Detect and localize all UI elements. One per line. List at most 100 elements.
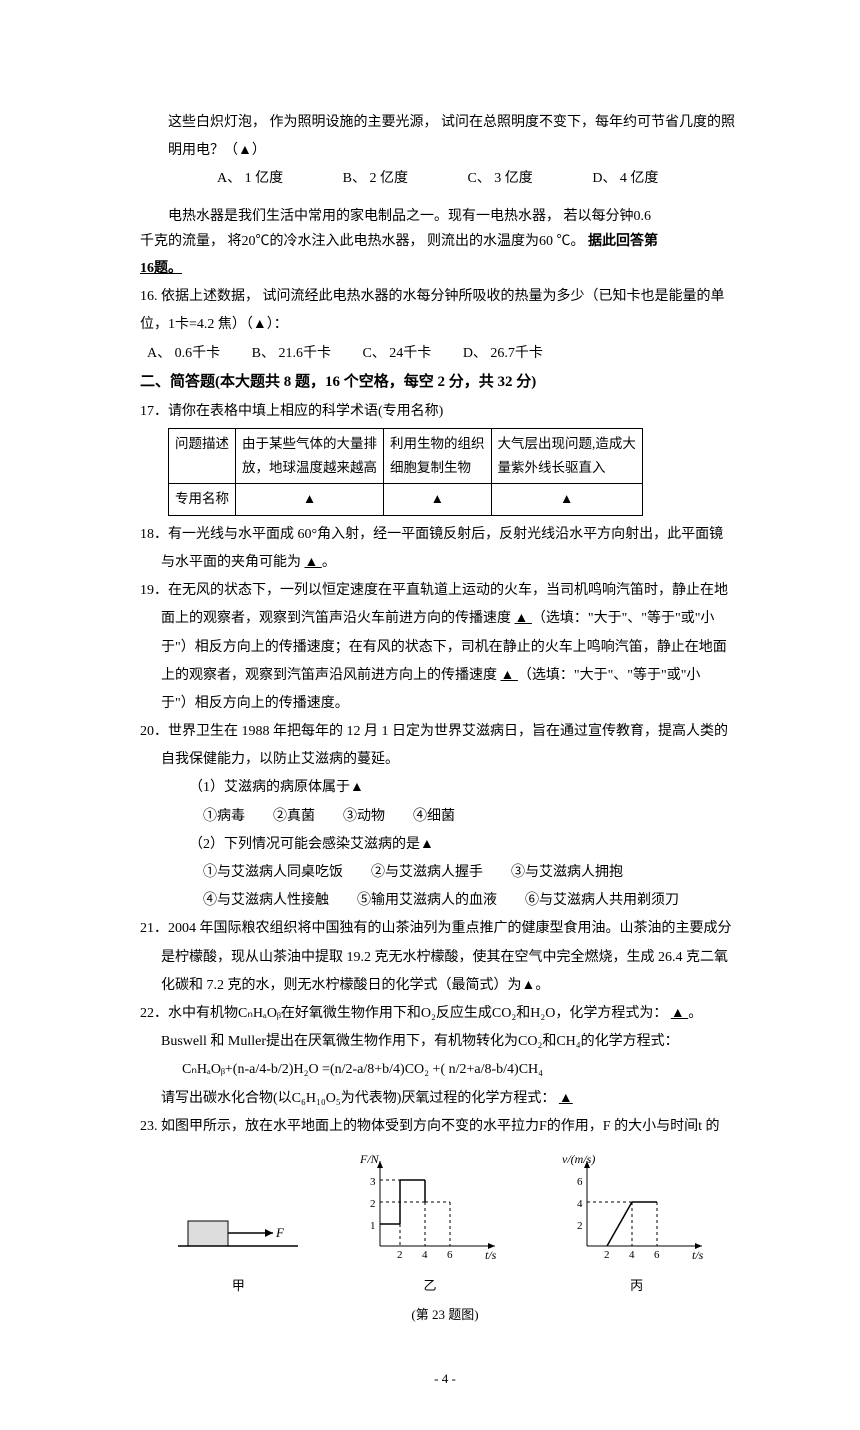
context-tail: 据此回答第 — [588, 234, 658, 249]
fig-3-svg: v/(m/s) t/s 2 4 6 2 4 6 — [562, 1151, 712, 1261]
intro-line-1: 这些白炽灯泡， 作为照明设施的主要光源， 试问在总照明度不变下，每年约可节省几度… — [140, 110, 750, 135]
q19-l3: 于"）相反方向上的传播速度；在有风的状态下，司机在静止的火车上鸣响汽笛，静止在地… — [140, 635, 750, 660]
q16-options: A、 0.6千卡 B、 21.6千卡 C、 24千卡 D、 26.7千卡 — [140, 341, 750, 366]
q22-l2: Buswell 和 Muller提出在厌氧微生物作用下，有机物转化为CO₂和CH… — [140, 1029, 750, 1054]
svg-text:2: 2 — [604, 1249, 610, 1261]
q18-l2: 与水平面的夹角可能为 ▲ 。 — [140, 550, 750, 575]
q22-l1pre: 22．水中有机物CₙHₐOᵦ在好氧微生物作用下和O₂反应生成CO₂和H₂O，化学… — [140, 1006, 667, 1021]
figure-row: F 甲 F/N t/s 1 2 3 2 4 6 — [140, 1151, 750, 1298]
q16-b: B、 21.6千卡 — [252, 341, 331, 366]
page-number: - 4 - — [140, 1367, 750, 1390]
q17-c2: 利用生物的组织 细胞复制生物 — [384, 428, 492, 484]
q17-blank-2: ▲ — [384, 484, 492, 515]
fig3-xlabel: t/s — [692, 1248, 704, 1261]
context-l3: 16题。 — [140, 256, 750, 281]
q16-d: D、 26.7千卡 — [463, 341, 543, 366]
q20-p2-opts1: ①与艾滋病人同桌吃饭 ②与艾滋病人握手 ③与艾滋病人拥抱 — [140, 860, 750, 885]
fig2-ylabel: F/N — [359, 1152, 380, 1166]
q17-c1: 由于某些气体的大量排 放，地球温度越来越高 — [236, 428, 384, 484]
q20-p2-opts2: ④与艾滋病人性接触 ⑤输用艾滋病人的血液 ⑥与艾滋病人共用剃须刀 — [140, 888, 750, 913]
q17-stem: 17．请你在表格中填上相应的科学术语(专用名称) — [140, 399, 750, 424]
q22-l1post: 。 — [688, 1006, 702, 1021]
svg-text:2: 2 — [397, 1249, 403, 1261]
figure-caption: (第 23 题图) — [140, 1303, 750, 1326]
q17-c1a: 由于某些气体的大量排 — [242, 432, 377, 456]
svg-text:1: 1 — [370, 1220, 376, 1232]
q22-formula: CₙHₐOᵦ+(n-a/4-b/2)H₂O =(n/2-a/8+b/4)CO₂ … — [140, 1057, 750, 1082]
fig-2-label: 乙 — [355, 1274, 505, 1297]
svg-text:6: 6 — [577, 1176, 583, 1188]
q19-l2a: 面上的观察者，观察到汽笛声沿火车前进方向的传播速度 — [161, 611, 511, 626]
fig-1-svg: F — [178, 1191, 298, 1261]
q19-l4a: 上的观察者，观察到汽笛声沿风前进方向上的传播速度 — [161, 668, 497, 683]
context-block: 电热水器是我们生活中常用的家电制品之一。现有一电热水器， 若以每分钟0.6 千克… — [140, 204, 750, 254]
intro-options: A、 1 亿度 B、 2 亿度 C、 3 亿度 D、 4 亿度 — [140, 166, 750, 191]
q19-l2: 面上的观察者，观察到汽笛声沿火车前进方向的传播速度 ▲ （选填："大于"、"等于… — [140, 606, 750, 631]
svg-text:4: 4 — [422, 1249, 428, 1261]
q17-c3b: 量紫外线长驱直入 — [498, 456, 636, 480]
q20-l1: 20．世界卫生在 1988 年把每年的 12 月 1 日定为世界艾滋病日，旨在通… — [140, 719, 750, 744]
svg-text:3: 3 — [370, 1176, 376, 1188]
q22-l3: 请写出碳水化合物(以C₆H₁₀O₅为代表物)厌氧过程的化学方程式： ▲ — [140, 1086, 750, 1111]
fig-3: v/(m/s) t/s 2 4 6 2 4 6 丙 — [562, 1151, 712, 1298]
q17-blank-3: ▲ — [491, 484, 642, 515]
fig-3-label: 丙 — [562, 1274, 712, 1297]
q19-l4b: （选填："大于"、"等于"或"小 — [518, 668, 701, 683]
svg-text:F: F — [275, 1225, 285, 1240]
context-l2: 千克的流量， 将20℃的冷水注入此电热水器， 则流出的水温度为60 ℃。 — [140, 234, 585, 249]
q17-c2a: 利用生物的组织 — [390, 432, 485, 456]
q20-l2: 自我保健能力，以防止艾滋病的蔓延。 — [140, 747, 750, 772]
q17-blank-1: ▲ — [236, 484, 384, 515]
q19-l5: 于"）相反方向上的传播速度。 — [140, 691, 750, 716]
q19-l4: 上的观察者，观察到汽笛声沿风前进方向上的传播速度 ▲ （选填："大于"、"等于"… — [140, 663, 750, 688]
q18-l2pre: 与水平面的夹角可能为 — [161, 555, 301, 570]
q21-l3: 化碳和 7.2 克的水，则无水柠檬酸日的化学式（最简式）为▲。 — [140, 973, 750, 998]
q20-p2: （2）下列情况可能会感染艾滋病的是▲ — [140, 832, 750, 857]
fig-2-svg: F/N t/s 1 2 3 2 4 6 — [355, 1151, 505, 1261]
svg-text:2: 2 — [577, 1220, 583, 1232]
q23-l1: 23. 如图甲所示，放在水平地面上的物体受到方向不变的水平拉力F的作用，F 的大… — [140, 1114, 750, 1139]
section-2-title: 二、简答题(本大题共 8 题，16 个空格，每空 2 分，共 32 分) — [140, 369, 750, 396]
q19-blank-2: ▲ — [501, 668, 518, 683]
svg-text:6: 6 — [654, 1249, 660, 1261]
q17-table: 问题描述 由于某些气体的大量排 放，地球温度越来越高 利用生物的组织 细胞复制生… — [168, 428, 643, 516]
svg-text:2: 2 — [370, 1198, 376, 1210]
q16-line-1: 16. 依据上述数据， 试问流经此电热水器的水每分钟所吸收的热量为多少（已知卡也… — [140, 284, 750, 309]
q22-l3pre: 请写出碳水化合物(以C₆H₁₀O₅为代表物)厌氧过程的化学方程式： — [161, 1091, 555, 1106]
q17-c1b: 放，地球温度越来越高 — [242, 456, 377, 480]
q16-line-2: 位，1卡=4.2 焦）（▲）： — [140, 312, 750, 337]
opt-d: D、 4 亿度 — [564, 166, 658, 191]
q21-l2: 是柠檬酸，现从山茶油中提取 19.2 克无水柠檬酸，使其在空气中完全燃烧，生成 … — [140, 945, 750, 970]
q18-blank: ▲ — [305, 555, 322, 570]
q17-h2: 专用名称 — [169, 484, 236, 515]
fig-2: F/N t/s 1 2 3 2 4 6 乙 — [355, 1151, 505, 1298]
q18-l2post: 。 — [322, 555, 336, 570]
opt-c: C、 3 亿度 — [439, 166, 532, 191]
intro-line-2: 明用电？（▲） — [140, 138, 750, 163]
q19-blank-1: ▲ — [515, 611, 532, 626]
svg-text:6: 6 — [447, 1249, 453, 1261]
fig2-xlabel: t/s — [485, 1248, 497, 1261]
q17-c2b: 细胞复制生物 — [390, 456, 485, 480]
fig3-ylabel: v/(m/s) — [562, 1152, 595, 1166]
q17-h1: 问题描述 — [169, 428, 236, 484]
q17-c3: 大气层出现问题,造成大 量紫外线长驱直入 — [491, 428, 642, 484]
q19-l2b: （选填："大于"、"等于"或"小 — [532, 611, 715, 626]
q16-a: A、 0.6千卡 — [147, 341, 220, 366]
opt-b: B、 2 亿度 — [315, 166, 408, 191]
fig-1-label: 甲 — [178, 1274, 298, 1297]
opt-a: A、 1 亿度 — [189, 166, 283, 191]
q21-l1: 21．2004 年国际粮农组织将中国独有的山茶油列为重点推广的健康型食用油。山茶… — [140, 916, 750, 941]
context-l1: 电热水器是我们生活中常用的家电制品之一。现有一电热水器， 若以每分钟0.6 — [168, 209, 651, 224]
q22-blank-1: ▲ — [671, 1006, 688, 1021]
fig-1: F 甲 — [178, 1191, 298, 1298]
svg-text:4: 4 — [577, 1198, 583, 1210]
q20-p1-opts: ①病毒 ②真菌 ③动物 ④细菌 — [140, 804, 750, 829]
q22-blank-2: ▲ — [559, 1091, 573, 1106]
q19-l1: 19．在无风的状态下，一列以恒定速度在平直轨道上运动的火车，当司机鸣响汽笛时，静… — [140, 578, 750, 603]
q16-c: C、 24千卡 — [362, 341, 431, 366]
q22-l1: 22．水中有机物CₙHₐOᵦ在好氧微生物作用下和O₂反应生成CO₂和H₂O，化学… — [140, 1001, 750, 1026]
svg-text:4: 4 — [629, 1249, 635, 1261]
q20-p1: （1）艾滋病的病原体属于▲ — [140, 775, 750, 800]
q17-c3a: 大气层出现问题,造成大 — [498, 432, 636, 456]
